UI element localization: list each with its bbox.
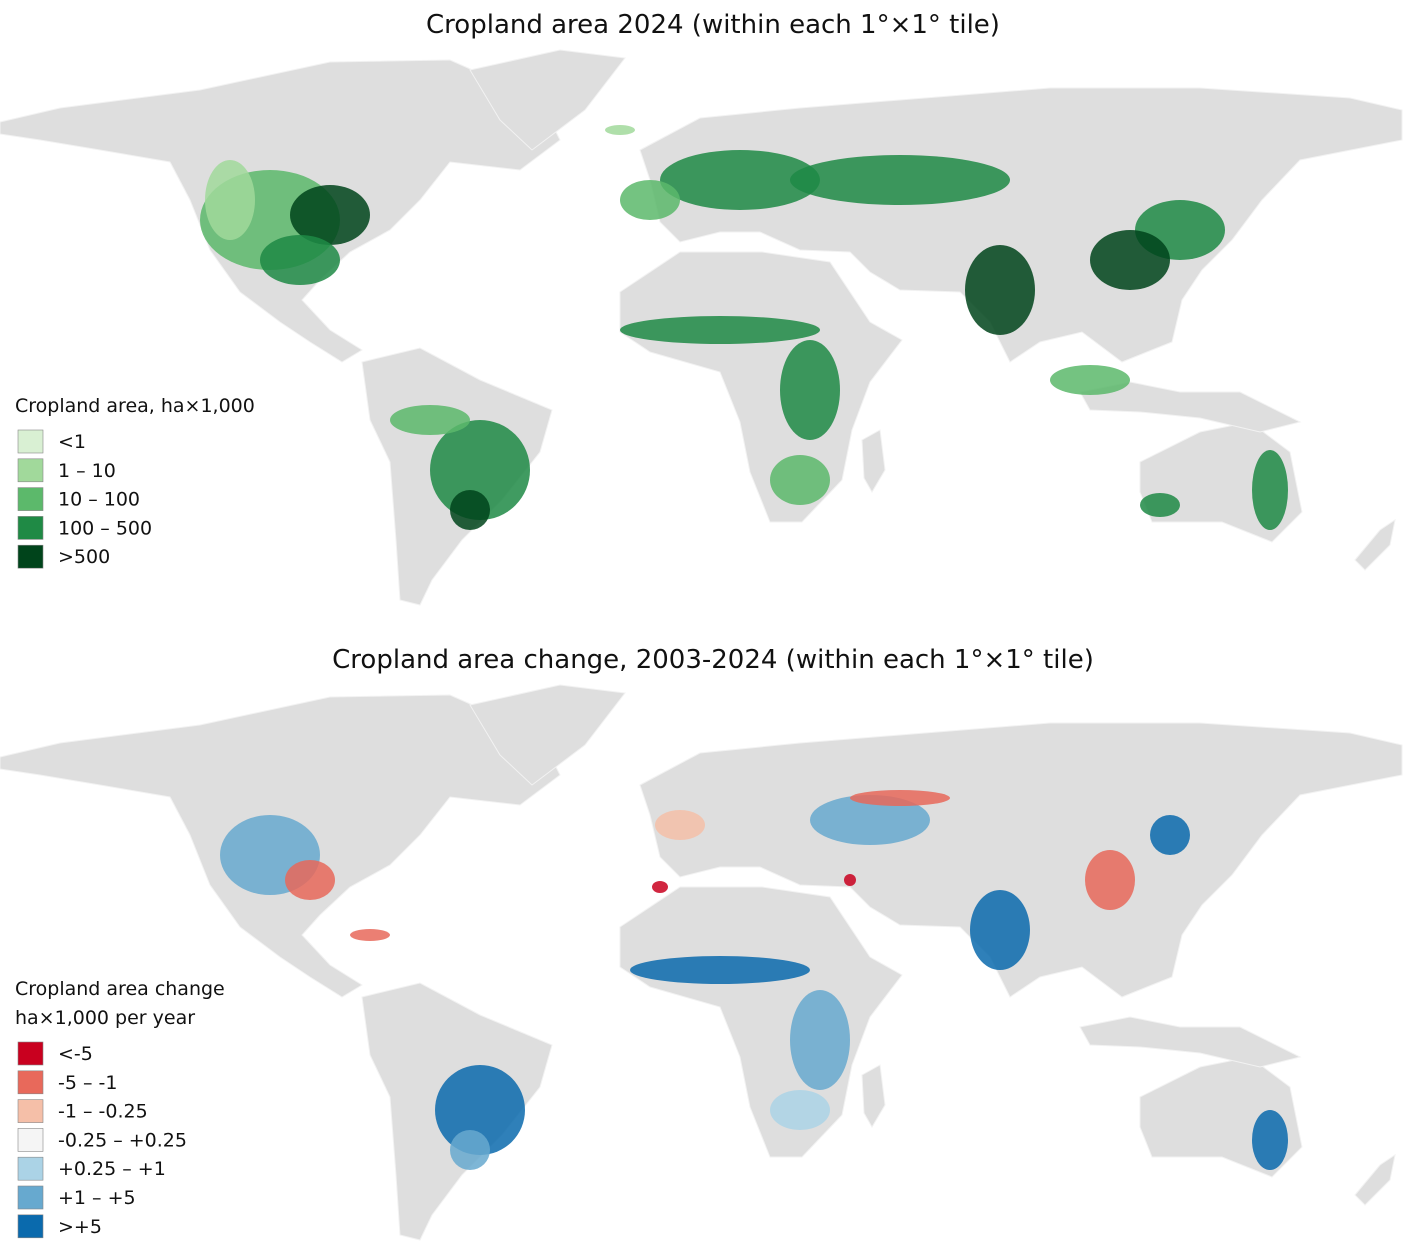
- map-region: [844, 874, 856, 886]
- map-region: [970, 890, 1030, 970]
- map-region: [205, 160, 255, 240]
- map-region: [390, 405, 470, 435]
- legend-swatch: [17, 544, 44, 569]
- map-region: [790, 155, 1010, 205]
- map-region: [1050, 365, 1130, 395]
- legend-swatch: [17, 1156, 44, 1181]
- map-region: [350, 929, 390, 941]
- map-region: [620, 180, 680, 220]
- legend-swatch: [17, 516, 44, 540]
- map-region: [652, 881, 668, 893]
- map-title: Cropland area 2024 (within each 1°×1° ti…: [426, 10, 1000, 40]
- map-region: [780, 340, 840, 440]
- map-region: [655, 810, 705, 840]
- legend-swatch: [17, 1070, 44, 1095]
- legend-title: ha×1,000 per year: [15, 1007, 195, 1029]
- map-region: [620, 316, 820, 344]
- map-region: [850, 790, 950, 806]
- legend-title: Cropland area, ha×1,000: [15, 395, 255, 417]
- map-region: [450, 490, 490, 530]
- legend-label: +1 – +5: [58, 1187, 136, 1209]
- map-region: [790, 990, 850, 1090]
- legend-label: -1 – -0.25: [58, 1101, 148, 1123]
- map-region: [450, 1130, 490, 1170]
- map-region: [290, 185, 370, 245]
- legend-swatch: [17, 1185, 44, 1210]
- legend-label: +0.25 – +1: [58, 1158, 166, 1180]
- map-region: [435, 1065, 525, 1155]
- legend-swatch: [17, 487, 44, 511]
- legend-swatch: [17, 429, 44, 454]
- map-region: [260, 235, 340, 285]
- legend-label: -5 – -1: [58, 1072, 117, 1094]
- map-region: [1150, 815, 1190, 855]
- map-region: [1090, 230, 1170, 290]
- map-region: [1252, 1110, 1288, 1170]
- map-region: [285, 860, 335, 900]
- legend-label: -0.25 – +0.25: [58, 1129, 187, 1151]
- map-region: [630, 956, 810, 984]
- legend-label: <1: [58, 431, 86, 453]
- legend-swatch: [17, 1214, 44, 1239]
- legend-swatch: [17, 1128, 44, 1152]
- map-region: [770, 1090, 830, 1130]
- map-region: [1085, 850, 1135, 910]
- legend-label: >+5: [58, 1216, 102, 1238]
- legend-title: Cropland area change: [15, 978, 225, 1000]
- legend-label: 10 – 100: [58, 489, 140, 511]
- legend-swatch: [17, 458, 44, 483]
- map-region: [965, 245, 1035, 335]
- legend-swatch: [17, 1041, 44, 1066]
- legend-label: 1 – 10: [58, 460, 116, 482]
- map-panel: Cropland area 2024 (within each 1°×1° ti…: [0, 10, 1403, 606]
- map-region: [1140, 493, 1180, 517]
- map-region: [1252, 450, 1288, 530]
- map-region: [810, 795, 930, 845]
- legend-label: >500: [58, 546, 110, 568]
- map-region: [430, 420, 530, 520]
- legend-label: <-5: [58, 1043, 93, 1065]
- map-title: Cropland area change, 2003-2024 (within …: [332, 645, 1094, 675]
- map-region: [605, 125, 635, 135]
- map-region: [770, 455, 830, 505]
- map-region: [660, 150, 820, 210]
- map-panel: Cropland area change, 2003-2024 (within …: [0, 645, 1403, 1241]
- legend-swatch: [17, 1099, 44, 1123]
- legend-label: 100 – 500: [58, 517, 152, 539]
